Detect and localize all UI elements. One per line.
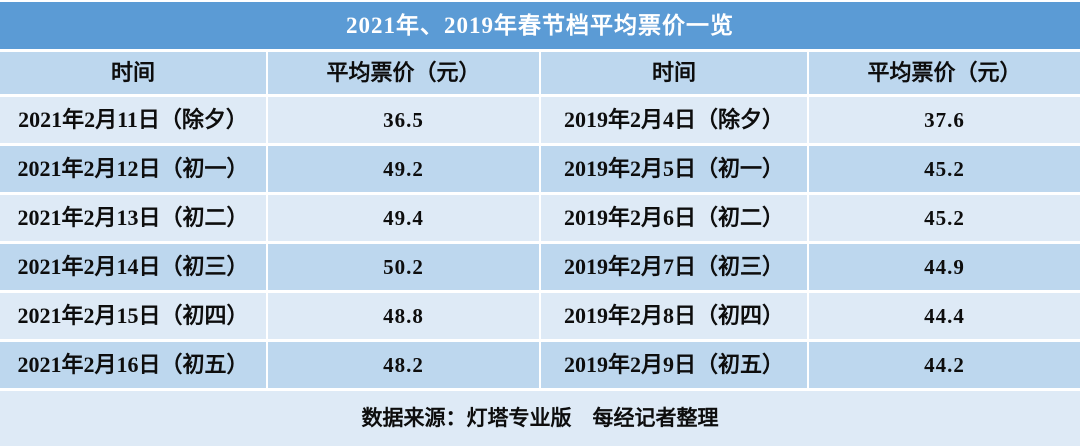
price-cell-2021: 48.8 [268,293,539,339]
date-cell-2019: 2019年2月6日（初二） [541,195,807,241]
date-cell-2019: 2019年2月7日（初三） [541,244,807,290]
data-source-note: 数据来源：灯塔专业版 每经记者整理 [0,391,1080,446]
date-cell-2021: 2021年2月14日（初三） [0,244,266,290]
price-cell-2021: 48.2 [268,342,539,388]
date-cell-2019: 2019年2月9日（初五） [541,342,807,388]
price-cell-2019: 45.2 [809,146,1080,192]
price-cell-2019: 45.2 [809,195,1080,241]
price-cell-2021: 49.4 [268,195,539,241]
date-cell-2021: 2021年2月15日（初四） [0,293,266,339]
date-cell-2019: 2019年2月5日（初一） [541,146,807,192]
price-cell-2021: 50.2 [268,244,539,290]
price-cell-2021: 49.2 [268,146,539,192]
price-cell-2019: 44.2 [809,342,1080,388]
date-cell-2021: 2021年2月13日（初二） [0,195,266,241]
date-cell-2019: 2019年2月8日（初四） [541,293,807,339]
price-cell-2019: 37.6 [809,97,1080,143]
price-cell-2021: 36.5 [268,97,539,143]
header-price-2021: 平均票价（元） [268,52,539,94]
date-cell-2021: 2021年2月11日（除夕） [0,97,266,143]
date-cell-2019: 2019年2月4日（除夕） [541,97,807,143]
price-cell-2019: 44.4 [809,293,1080,339]
price-cell-2019: 44.9 [809,244,1080,290]
date-cell-2021: 2021年2月12日（初一） [0,146,266,192]
date-cell-2021: 2021年2月16日（初五） [0,342,266,388]
header-time-2021: 时间 [0,52,266,94]
table-title: 2021年、2019年春节档平均票价一览 [0,2,1080,49]
header-time-2019: 时间 [541,52,807,94]
header-price-2019: 平均票价（元） [809,52,1080,94]
